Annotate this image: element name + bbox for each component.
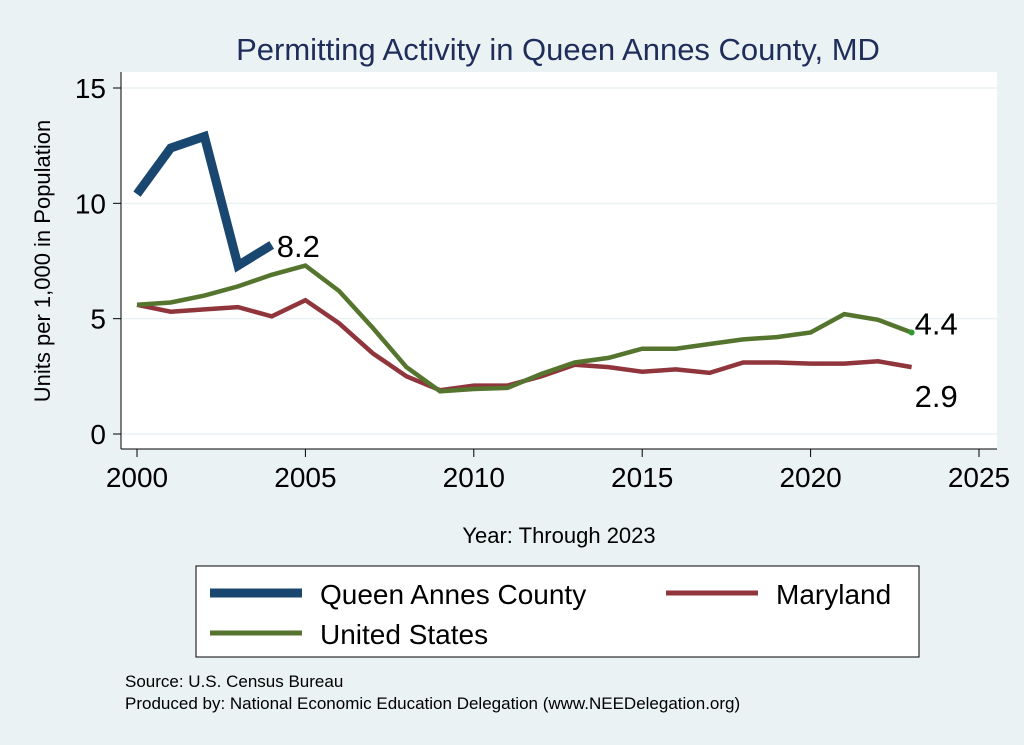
- chart-title: Permitting Activity in Queen Annes Count…: [236, 32, 880, 67]
- legend-label-maryland: Maryland: [776, 579, 891, 610]
- series-line-united-states: [136, 263, 913, 394]
- y-tick-label: 0: [90, 419, 106, 450]
- legend-label-united-states: United States: [320, 619, 488, 650]
- y-tick-label: 10: [75, 188, 106, 219]
- x-tick-label: 2010: [443, 462, 505, 493]
- x-tick-label: 2000: [106, 462, 168, 493]
- grid-lines: [121, 87, 997, 435]
- end-label-united-states: 4.4: [915, 307, 958, 342]
- end-labels: 8.2 2.9 4.4: [277, 229, 958, 414]
- x-tick-label: 2015: [611, 462, 673, 493]
- y-axis-label: Units per 1,000 in Population: [30, 120, 55, 403]
- end-marker-united-states: [908, 329, 915, 336]
- x-tick-label: 2020: [779, 462, 841, 493]
- y-axis-ticks: 0 5 10 15: [75, 73, 121, 450]
- end-label-queen-annes: 8.2: [277, 229, 320, 264]
- y-tick-label: 15: [75, 73, 106, 104]
- series-lines: [133, 130, 915, 394]
- producer-note: Produced by: National Economic Education…: [125, 694, 740, 713]
- legend-label-queen-annes: Queen Annes County: [320, 579, 586, 610]
- legend-box: [195, 565, 920, 658]
- source-note: Source: U.S. Census Bureau: [125, 672, 343, 691]
- legend: Queen Annes County Maryland United State…: [195, 565, 920, 658]
- x-tick-label: 2005: [274, 462, 336, 493]
- plot-area: [121, 72, 997, 449]
- end-label-maryland: 2.9: [915, 379, 958, 414]
- series-line-queen-annes: [133, 130, 275, 273]
- x-tick-label: 2025: [948, 462, 1010, 493]
- x-axis-label: Year: Through 2023: [462, 523, 655, 548]
- y-tick-label: 5: [90, 304, 106, 335]
- x-axis-ticks: 2000 2005 2010 2015 2020 2025: [106, 449, 1010, 493]
